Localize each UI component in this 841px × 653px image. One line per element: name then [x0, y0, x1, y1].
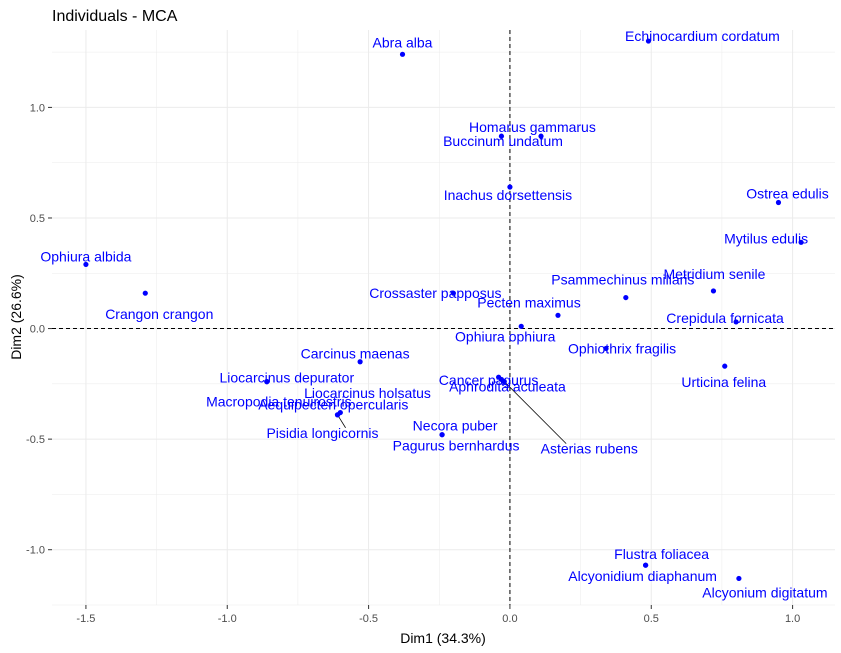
y-tick-label: -1.0 [26, 545, 45, 557]
chart-title: Individuals - MCA [52, 8, 178, 25]
data-point [733, 319, 739, 325]
grid [52, 30, 835, 606]
data-point [736, 575, 742, 582]
point-label: Aequipecten opercularis [258, 397, 408, 413]
y-axis-title: Dim2 (26.6%) [8, 274, 24, 360]
point-label: Inachus dorsettensis [444, 187, 572, 203]
y-tick-label: 0.5 [30, 213, 45, 225]
point-label: Crossaster papposus [369, 285, 501, 301]
data-point [450, 290, 456, 296]
point-label: Mytilus edulis [724, 230, 808, 246]
data-point [142, 290, 148, 296]
reference-lines [52, 30, 835, 605]
x-tick-label: 1.0 [785, 613, 800, 625]
point-label: Ophiura albida [40, 248, 131, 264]
data-point [775, 199, 782, 206]
data-point [710, 288, 717, 294]
data-points [83, 38, 804, 582]
y-tick-label: 0.0 [30, 324, 45, 336]
point-label: Liocarcinus holsatus [304, 385, 431, 401]
point-label: Ophiura ophiura [455, 328, 556, 344]
point-label: Pecten maximus [477, 294, 580, 310]
data-point [498, 133, 505, 139]
x-tick-label: 0.0 [502, 613, 517, 625]
data-point [439, 432, 445, 438]
x-tick-label: -0.5 [359, 613, 378, 625]
point-label: Pisidia longicornis [266, 425, 378, 441]
point-label: Asterias rubens [541, 441, 638, 457]
data-point [357, 359, 363, 365]
data-point [722, 363, 728, 369]
point-label: Liocarcinus depurator [220, 370, 355, 386]
data-point [538, 133, 544, 139]
point-labels: Abra alba Echinocardium cordatum Homarus g… [40, 28, 828, 600]
point-label: Crangon crangon [105, 306, 213, 322]
data-point [645, 38, 652, 44]
point-label: Ostrea edulis [746, 186, 828, 202]
point-label: Crepidula fornicata [666, 310, 784, 326]
point-label: Urticina felina [681, 374, 766, 390]
point-label: Cancer pagurus [439, 372, 539, 388]
point-label: Ophiothrix fragilis [568, 340, 676, 356]
data-point [518, 323, 524, 329]
data-point [264, 379, 270, 385]
data-point [83, 261, 89, 268]
point-label: Pagurus bernhardus [393, 438, 520, 454]
data-point [643, 562, 649, 568]
x-tick-label: -1.5 [76, 613, 95, 625]
point-label: Buccinum undatum [443, 133, 563, 149]
data-point [501, 379, 507, 385]
label-leader-line [503, 381, 567, 444]
x-axis-title: Dim1 (34.3%) [400, 630, 486, 646]
y-tick-label: 1.0 [30, 102, 45, 114]
data-point [798, 239, 804, 245]
point-label: Metridium senile [663, 266, 765, 282]
point-label: Necora puber [413, 418, 498, 434]
point-label: Abra alba [373, 34, 433, 50]
point-label: Echinocardium cordatum [625, 28, 780, 44]
x-tick-label: -1.0 [218, 613, 237, 625]
data-point [334, 412, 341, 418]
point-label: Macropodia tenuirostris [206, 394, 352, 410]
point-label: Homarus gammarus [469, 119, 596, 135]
point-label: Aphrodita aculeata [449, 378, 566, 394]
y-tick-label: -0.5 [26, 434, 45, 446]
data-point [623, 294, 629, 301]
point-label: Carcinus maenas [301, 346, 410, 362]
x-axis-ticks: -1.5 -1.0 -0.5 0.0 0.5 1.0 [76, 605, 800, 625]
point-label: Psammechinus miliaris [551, 272, 694, 288]
x-tick-label: 0.5 [644, 613, 659, 625]
data-point [399, 51, 406, 57]
point-label: Alcyonidium diaphanum [568, 568, 717, 584]
point-label: Alcyonium digitatum [702, 584, 827, 600]
point-label: Flustra foliacea [614, 546, 709, 562]
data-point [507, 184, 513, 190]
y-axis-ticks: -1.0 -0.5 0.0 0.5 1.0 [26, 102, 52, 557]
data-point [555, 312, 561, 318]
data-point [603, 345, 609, 352]
